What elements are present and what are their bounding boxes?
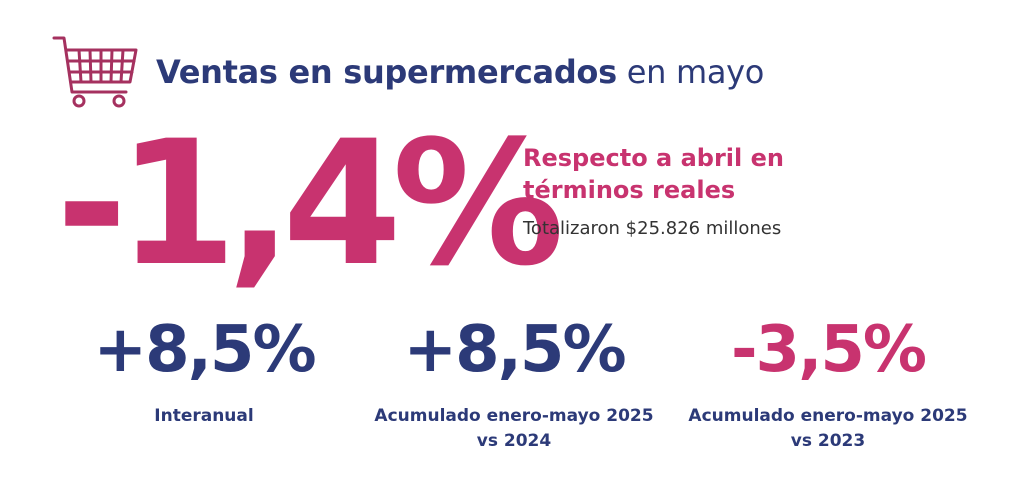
title-light: en mayo bbox=[626, 53, 765, 91]
headline-subtitle: Totalizaron $25.826 millones bbox=[523, 218, 782, 239]
stat-label: Interanual bbox=[154, 406, 254, 426]
headline-title: Respecto a abril en términos reales bbox=[523, 144, 784, 204]
stat-acumulado-2023: -3,5% Acumulado enero-mayo 2025 vs 2023 bbox=[678, 318, 978, 454]
page-title: Ventas en supermercados en mayo bbox=[156, 56, 764, 88]
stat-label: Acumulado enero-mayo 2025 vs 2023 bbox=[688, 406, 968, 451]
stat-value: -3,5% bbox=[730, 313, 927, 387]
stat-value: +8,5% bbox=[93, 313, 316, 387]
title-bold: Ventas en supermercados bbox=[156, 53, 617, 91]
shopping-cart-icon bbox=[52, 36, 138, 108]
stat-interanual: +8,5% Interanual bbox=[54, 318, 354, 429]
stat-value: +8,5% bbox=[403, 313, 626, 387]
headline-description: Respecto a abril en términos reales Tota… bbox=[523, 142, 843, 240]
header: Ventas en supermercados en mayo bbox=[52, 34, 764, 110]
headline-value: -1,4% bbox=[56, 103, 564, 304]
stat-label: Acumulado enero-mayo 2025 vs 2024 bbox=[374, 406, 654, 451]
stat-acumulado-2024: +8,5% Acumulado enero-mayo 2025 vs 2024 bbox=[364, 318, 664, 454]
